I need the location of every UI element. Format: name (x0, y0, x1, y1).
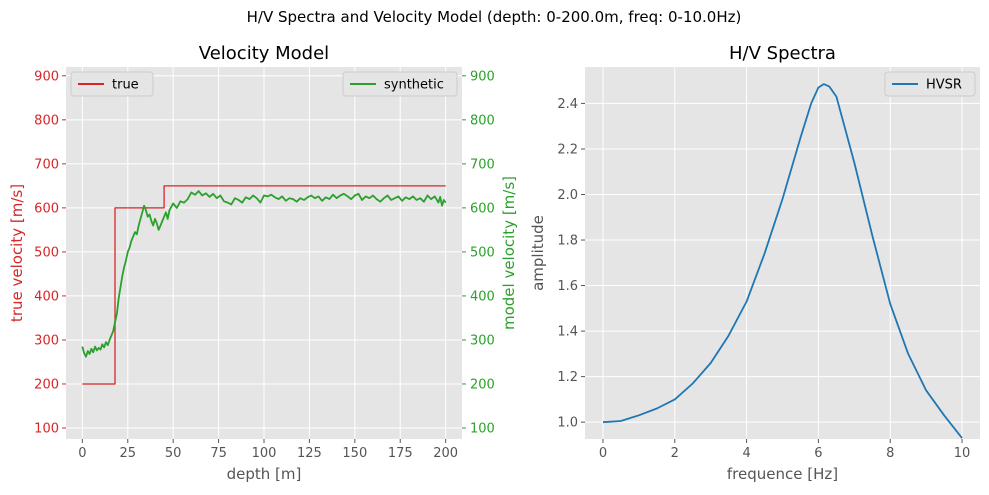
plot-area (585, 67, 980, 439)
x-tick-label: 0 (599, 446, 607, 461)
y-tick-label: 2.0 (557, 188, 578, 203)
y-tick-label: 500 (34, 245, 59, 260)
y-tick-label: 1.4 (557, 325, 578, 340)
right-y-axis-label: model velocity [m/s] (500, 176, 518, 330)
x-tick-label: 0 (78, 446, 86, 461)
series-line-HVSR (602, 83, 963, 439)
y-tick-label: 200 (34, 377, 59, 392)
y-tick-label: 1.8 (557, 234, 578, 249)
y-tick-label: 900 (34, 69, 59, 84)
x-tick-label: 2 (671, 446, 679, 461)
legend-box (884, 71, 976, 97)
y-axis-label: true velocity [m/s] (8, 184, 26, 322)
x-tick-label: 50 (165, 446, 182, 461)
right-y-tick-label: 200 (470, 377, 495, 392)
x-tick-label: 100 (252, 446, 277, 461)
hv-spectra-panel: 0 2 4 6 8 10 1.0 1.2 1.4 1.6 1.8 2.0 2.2 2.4 H/V Spect… (529, 43, 980, 483)
figure-suptitle: H/V Spectra and Velocity Model (depth: 0… (247, 8, 742, 26)
x-tick-label: 8 (886, 446, 894, 461)
y-tick-label: 2.4 (557, 97, 578, 112)
legend-label: true (112, 78, 139, 93)
y-tick-label: 100 (34, 421, 59, 436)
velocity-model-panel: 0 25 50 75 100 125 150 175 200 100 200 300 400 500 600… (8, 43, 518, 483)
y-tick-label: 300 (34, 333, 59, 348)
right-y-tick-label: 300 (470, 333, 495, 348)
x-axis-label: depth [m] (227, 465, 302, 483)
y-axis-label: amplitude (529, 215, 547, 291)
y-tick-label: 700 (34, 157, 59, 172)
x-tick-label: 175 (388, 446, 413, 461)
right-y-tick-label: 700 (470, 157, 495, 172)
legend-label: HVSR (926, 78, 962, 93)
x-tick-label: 200 (433, 446, 458, 461)
legend-HVSR: HVSR (884, 71, 976, 97)
right-y-tick-label: 800 (470, 113, 495, 128)
x-tick-label: 4 (742, 446, 750, 461)
right-y-tick-label: 900 (470, 69, 495, 84)
x-tick-label: 10 (954, 446, 971, 461)
series-line-true (82, 185, 446, 385)
legend-synthetic: synthetic (342, 71, 458, 97)
x-tick-label: 150 (342, 446, 367, 461)
chart-title: Velocity Model (199, 43, 329, 64)
y-tick-label: 800 (34, 113, 59, 128)
right-y-tick-label: 400 (470, 289, 495, 304)
legend-box (70, 71, 154, 97)
series-line-synthetic (81, 190, 447, 358)
x-tick-label: 75 (210, 446, 227, 461)
y-tick-label: 600 (34, 201, 59, 216)
legend-label: synthetic (384, 78, 444, 93)
legend-box (342, 71, 458, 97)
right-y-tick-label: 100 (470, 421, 495, 436)
x-tick-label: 6 (814, 446, 822, 461)
legend-true: true (70, 71, 154, 97)
y-tick-label: 1.6 (557, 279, 578, 294)
right-y-tick-label: 600 (470, 201, 495, 216)
x-tick-label: 25 (119, 446, 136, 461)
y-tick-label: 400 (34, 289, 59, 304)
y-tick-label: 1.2 (557, 370, 578, 385)
x-tick-label: 125 (297, 446, 322, 461)
chart-title: H/V Spectra (729, 43, 836, 64)
y-tick-label: 2.2 (557, 142, 578, 157)
y-tick-label: 1.0 (557, 416, 578, 431)
right-y-tick-label: 500 (470, 245, 495, 260)
x-axis-label: frequence [Hz] (727, 465, 838, 483)
